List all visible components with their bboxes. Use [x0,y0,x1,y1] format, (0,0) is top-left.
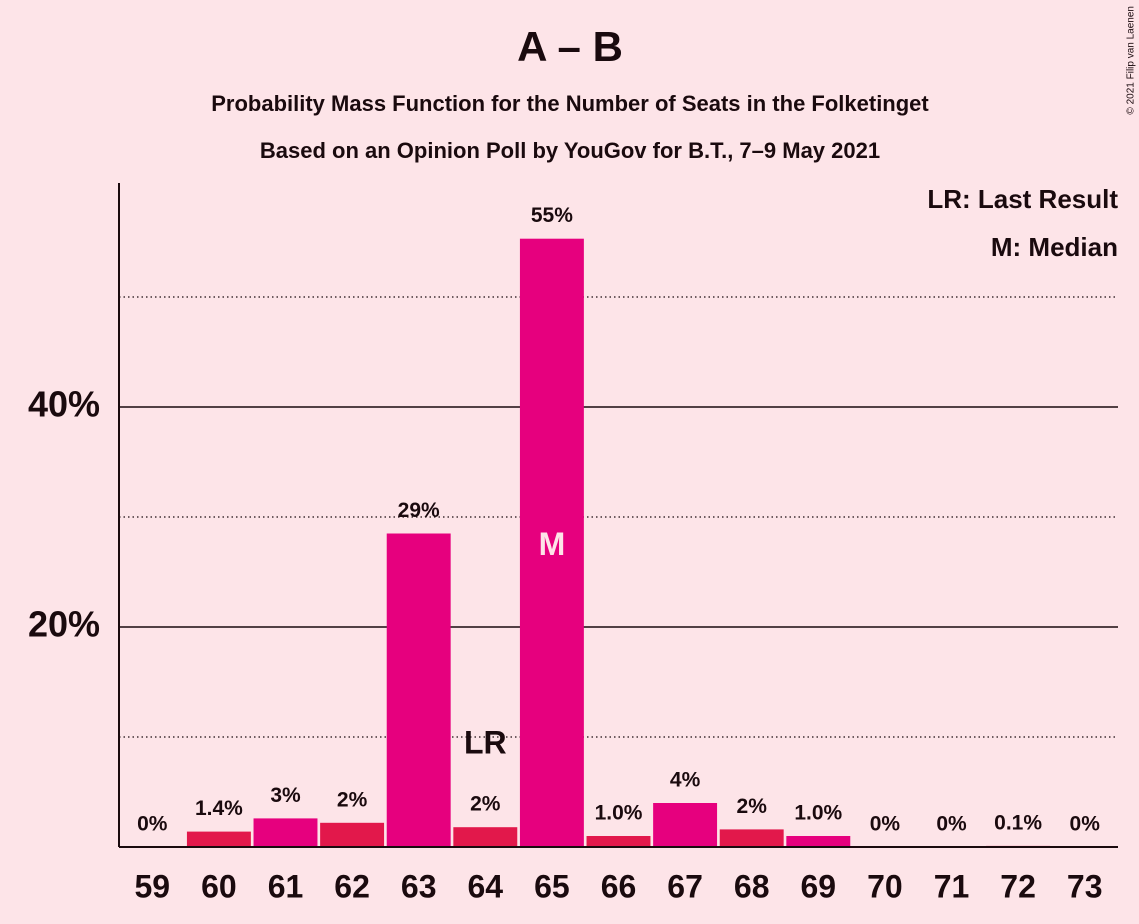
x-tick-label: 59 [135,868,171,904]
x-tick-label: 71 [934,868,970,904]
bar [719,829,784,847]
value-label: 0% [936,813,967,836]
x-tick-label: 62 [334,868,370,904]
chart-subtitle: Based on an Opinion Poll by YouGov for B… [260,138,880,163]
x-tick-label: 70 [867,868,903,904]
value-label: 55% [531,204,573,227]
x-tick-label: 60 [201,868,237,904]
value-label: 0% [1070,813,1101,836]
value-label: 4% [670,769,701,792]
x-tick-label: 72 [1000,868,1036,904]
value-label: 1.0% [794,802,842,825]
legend-entry: LR: Last Result [927,184,1118,214]
bar [786,836,851,847]
y-tick-label: 20% [28,604,100,645]
x-tick-label: 67 [667,868,703,904]
value-label: 3% [270,784,301,807]
value-label: 29% [398,499,440,522]
x-tick-label: 64 [468,868,504,904]
bar [586,836,651,847]
value-label: 1.4% [195,797,243,820]
bar [453,827,518,847]
annotation: M [539,526,566,562]
x-tick-label: 68 [734,868,770,904]
bar [186,831,251,847]
x-tick-label: 66 [601,868,637,904]
value-label: 1.0% [595,802,643,825]
x-tick-label: 63 [401,868,437,904]
chart-title: A – B [517,23,623,70]
credit: © 2021 Filip van Laenen [1126,6,1137,115]
value-label: 2% [470,793,501,816]
bar [519,238,584,847]
y-tick-label: 40% [28,384,100,425]
bar [320,822,385,847]
value-label: 0% [870,813,901,836]
bar [653,803,718,847]
bar [386,533,451,847]
annotation: LR [464,725,507,761]
value-label: 0% [137,813,168,836]
chart-subtitle: Probability Mass Function for the Number… [211,91,929,116]
x-tick-label: 65 [534,868,570,904]
value-label: 2% [337,788,368,811]
legend-entry: M: Median [991,232,1118,262]
bar [253,818,318,847]
value-label: 2% [737,795,768,818]
x-tick-label: 69 [801,868,837,904]
x-tick-label: 61 [268,868,304,904]
value-label: 0.1% [994,811,1042,834]
x-tick-label: 73 [1067,868,1103,904]
